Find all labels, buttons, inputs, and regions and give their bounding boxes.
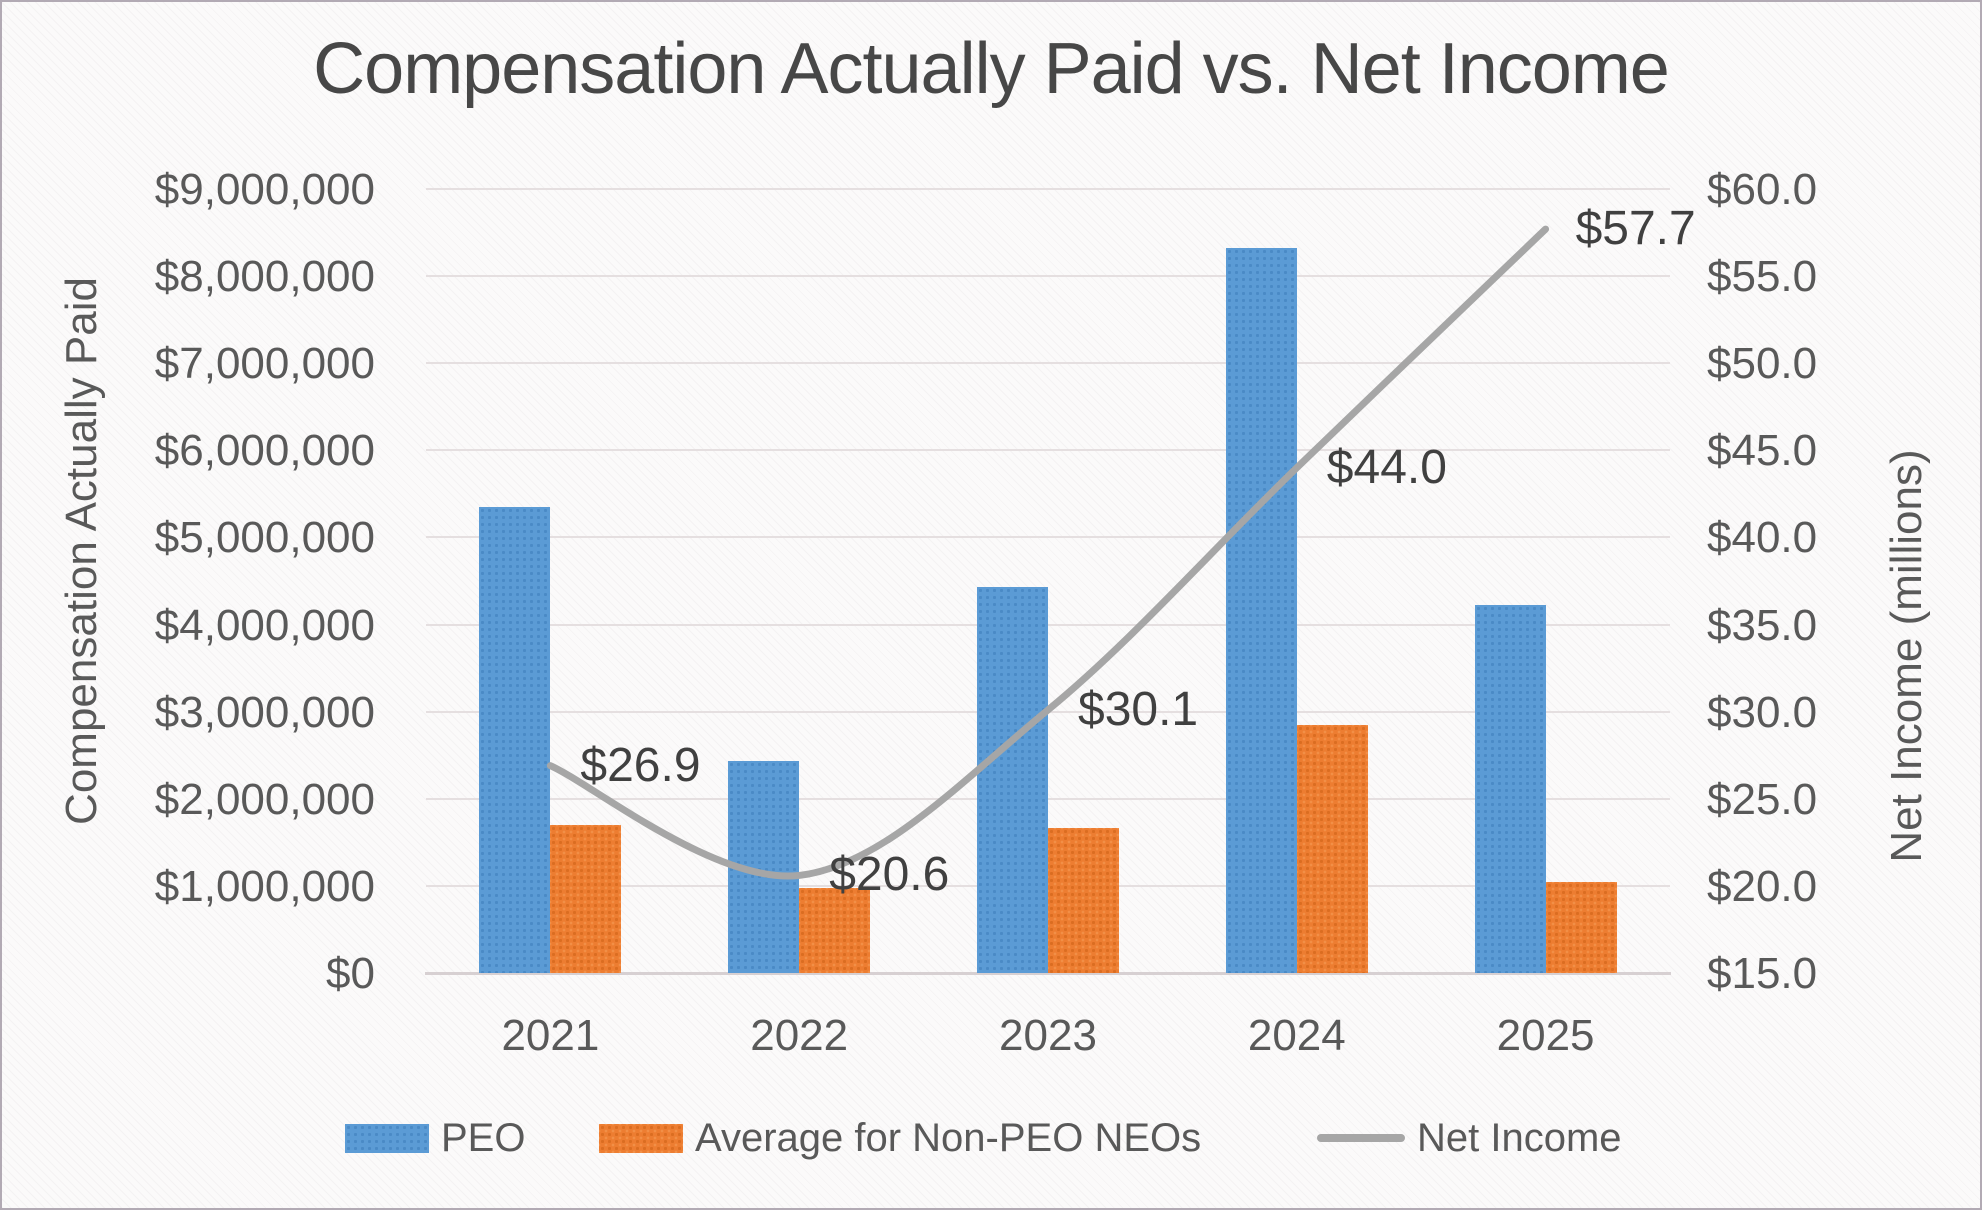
- chart-title: Compensation Actually Paid vs. Net Incom…: [313, 29, 1670, 109]
- legend-item-neo: Average for Non-PEO NEOs: [599, 1118, 1201, 1158]
- gridline: [426, 536, 1670, 539]
- x-axis-label: 2024: [1247, 1011, 1346, 1060]
- net-income-label-2022: $20.6: [829, 848, 950, 902]
- legend-label-neo: Average for Non-PEO NEOs: [695, 1116, 1202, 1160]
- y-axis-tick-right: $25.0: [1707, 774, 1818, 824]
- bar-neo-2022: [799, 887, 871, 973]
- y-axis-tick-left: $6,000,000: [154, 426, 375, 476]
- bar-neo-2024: [1296, 724, 1368, 973]
- y-axis-tick-left: $2,000,000: [154, 774, 375, 824]
- net-income-label-2024: $44.0: [1326, 440, 1447, 494]
- bar-neo-2025: [1545, 882, 1617, 973]
- y-axis-tick-right: $40.0: [1707, 513, 1818, 563]
- x-axis-line: [425, 972, 1671, 975]
- legend-line-marker: [1317, 1134, 1405, 1142]
- left-axis-title: Compensation Actually Paid: [57, 277, 106, 825]
- y-axis-tick-right: $20.0: [1707, 861, 1818, 911]
- gridline: [426, 275, 1670, 278]
- bar-peo-2025: [1474, 605, 1546, 973]
- y-axis-tick-right: $15.0: [1707, 949, 1818, 998]
- legend-item-net-income: Net Income: [1317, 1118, 1622, 1158]
- gridline: [426, 362, 1670, 365]
- net-income-label-2021: $26.9: [580, 738, 701, 792]
- y-axis-tick-right: $60.0: [1707, 165, 1818, 214]
- bar-neo-2023: [1048, 827, 1119, 973]
- legend-item-peo: PEO: [345, 1118, 525, 1158]
- x-axis-label: 2022: [750, 1011, 849, 1060]
- y-axis-tick-right: $45.0: [1707, 426, 1818, 476]
- x-axis-label: 2023: [999, 1011, 1097, 1060]
- y-axis-tick-right: $30.0: [1707, 687, 1818, 737]
- net-income-label-2023: $30.1: [1078, 682, 1199, 736]
- legend-swatch-neo: [599, 1123, 683, 1153]
- y-axis-tick-right: $50.0: [1707, 339, 1818, 389]
- y-axis-tick-left: $0: [326, 949, 375, 998]
- bar-peo-2022: [728, 761, 800, 973]
- y-axis-tick-left: $9,000,000: [154, 165, 375, 214]
- legend-label-net-income: Net Income: [1417, 1116, 1622, 1160]
- y-axis-tick-left: $4,000,000: [154, 600, 375, 650]
- y-axis-tick-left: $7,000,000: [154, 339, 375, 389]
- net-income-label-2025: $57.7: [1575, 202, 1696, 256]
- x-axis-label: 2025: [1496, 1011, 1595, 1060]
- y-axis-tick-right: $55.0: [1707, 252, 1818, 302]
- right-axis-title: Net Income (millions): [1882, 449, 1931, 863]
- legend-swatch-peo: [345, 1123, 429, 1153]
- bar-neo-2021: [550, 824, 622, 973]
- y-axis-tick-left: $8,000,000: [154, 252, 375, 302]
- y-axis-tick-left: $3,000,000: [154, 687, 375, 737]
- bar-peo-2021: [479, 506, 551, 973]
- x-axis-label: 2021: [501, 1011, 600, 1060]
- gridline: [426, 188, 1670, 190]
- legend-label-peo: PEO: [441, 1116, 526, 1160]
- y-axis-tick-right: $35.0: [1707, 600, 1818, 650]
- gridline: [426, 449, 1670, 452]
- bar-peo-2024: [1225, 248, 1297, 973]
- y-axis-tick-left: $1,000,000: [154, 861, 375, 911]
- y-axis-tick-left: $5,000,000: [154, 513, 375, 563]
- bar-peo-2023: [977, 587, 1048, 973]
